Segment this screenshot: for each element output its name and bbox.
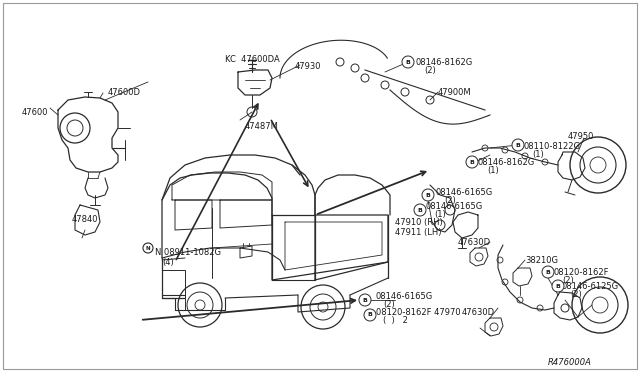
- Text: 47487M: 47487M: [245, 122, 279, 131]
- Text: B: B: [556, 283, 561, 289]
- Text: (1): (1): [532, 150, 544, 159]
- Text: (2): (2): [570, 290, 582, 299]
- Text: 47950: 47950: [568, 132, 595, 141]
- Text: 08120-8162F 47970: 08120-8162F 47970: [376, 308, 461, 317]
- Text: (  )   2: ( ) 2: [383, 316, 408, 325]
- Text: (2): (2): [424, 66, 436, 75]
- Text: 08146-6165G: 08146-6165G: [425, 202, 483, 211]
- Text: 08110-8122G: 08110-8122G: [524, 142, 581, 151]
- Circle shape: [402, 56, 414, 68]
- Text: N: N: [146, 246, 150, 250]
- Text: 47840: 47840: [72, 215, 99, 224]
- Text: B: B: [406, 60, 410, 64]
- Text: B: B: [417, 208, 422, 212]
- Text: 08146-8162G: 08146-8162G: [415, 58, 472, 67]
- Text: N 08911-1082G: N 08911-1082G: [155, 248, 221, 257]
- Text: B: B: [545, 269, 550, 275]
- Text: R476000A: R476000A: [548, 358, 592, 367]
- Circle shape: [466, 156, 478, 168]
- Text: B: B: [363, 298, 367, 302]
- Circle shape: [364, 309, 376, 321]
- Circle shape: [552, 280, 564, 292]
- Text: 47930: 47930: [295, 62, 321, 71]
- Text: KC  47600DA: KC 47600DA: [225, 55, 280, 64]
- Text: (2): (2): [444, 196, 456, 205]
- Text: 47630D: 47630D: [458, 238, 491, 247]
- Text: 08146-6125G: 08146-6125G: [562, 282, 619, 291]
- Text: 08120-8162F: 08120-8162F: [554, 268, 609, 277]
- Circle shape: [414, 204, 426, 216]
- Text: (4): (4): [162, 258, 173, 267]
- Circle shape: [422, 189, 434, 201]
- Text: B: B: [516, 142, 520, 148]
- Text: 38210G: 38210G: [525, 256, 558, 265]
- Text: B: B: [367, 312, 372, 317]
- Text: B: B: [426, 192, 431, 198]
- Text: (1): (1): [487, 166, 499, 175]
- Text: (2): (2): [562, 276, 573, 285]
- Circle shape: [512, 139, 524, 151]
- Text: 47600: 47600: [22, 108, 49, 117]
- Text: (2): (2): [383, 300, 395, 309]
- Text: 47630D: 47630D: [462, 308, 495, 317]
- Text: (1): (1): [434, 210, 445, 219]
- Text: 08146-6165G: 08146-6165G: [435, 188, 492, 197]
- Circle shape: [359, 294, 371, 306]
- Text: 47911 (LH): 47911 (LH): [395, 228, 442, 237]
- Text: 08146-8162G: 08146-8162G: [478, 158, 535, 167]
- Text: 47900M: 47900M: [438, 88, 472, 97]
- Circle shape: [542, 266, 554, 278]
- Circle shape: [143, 243, 153, 253]
- Text: 47910 (RH): 47910 (RH): [395, 218, 443, 227]
- Text: 08146-6165G: 08146-6165G: [375, 292, 432, 301]
- Text: B: B: [470, 160, 474, 164]
- Text: 47600D: 47600D: [108, 88, 141, 97]
